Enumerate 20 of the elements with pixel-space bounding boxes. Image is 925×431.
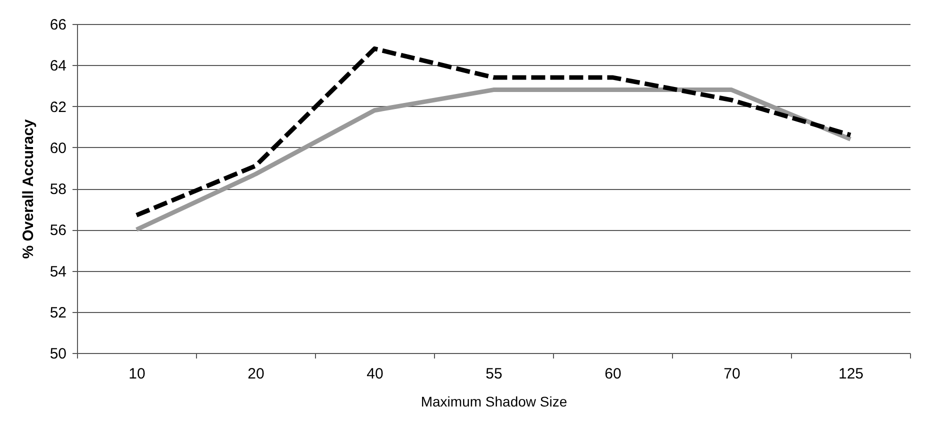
y-tick-label: 52 <box>50 304 66 322</box>
y-tick-label: 64 <box>50 58 66 75</box>
x-tick-label: 125 <box>838 366 864 382</box>
x-axis-title: Maximum Shadow Size <box>420 394 568 410</box>
x-tick-label: 20 <box>248 366 264 382</box>
x-tick-label: 55 <box>486 366 502 382</box>
y-tick-label: 66 <box>50 16 66 34</box>
x-tick-label: 70 <box>724 366 740 382</box>
line-series <box>134 88 853 232</box>
y-tick-label: 58 <box>50 181 66 198</box>
y-tick-label: 54 <box>50 263 66 280</box>
x-tick-label: 60 <box>604 366 622 382</box>
line-series <box>134 46 853 218</box>
y-tick-label: 62 <box>50 98 66 116</box>
y-tick-label: 60 <box>50 140 66 157</box>
y-axis-title: % Overall Accuracy <box>20 118 37 259</box>
x-tick-label: 40 <box>366 366 384 382</box>
y-tick-label: 50 <box>50 346 66 362</box>
x-tick-label: 10 <box>128 366 146 382</box>
y-tick-label: 56 <box>50 222 66 240</box>
